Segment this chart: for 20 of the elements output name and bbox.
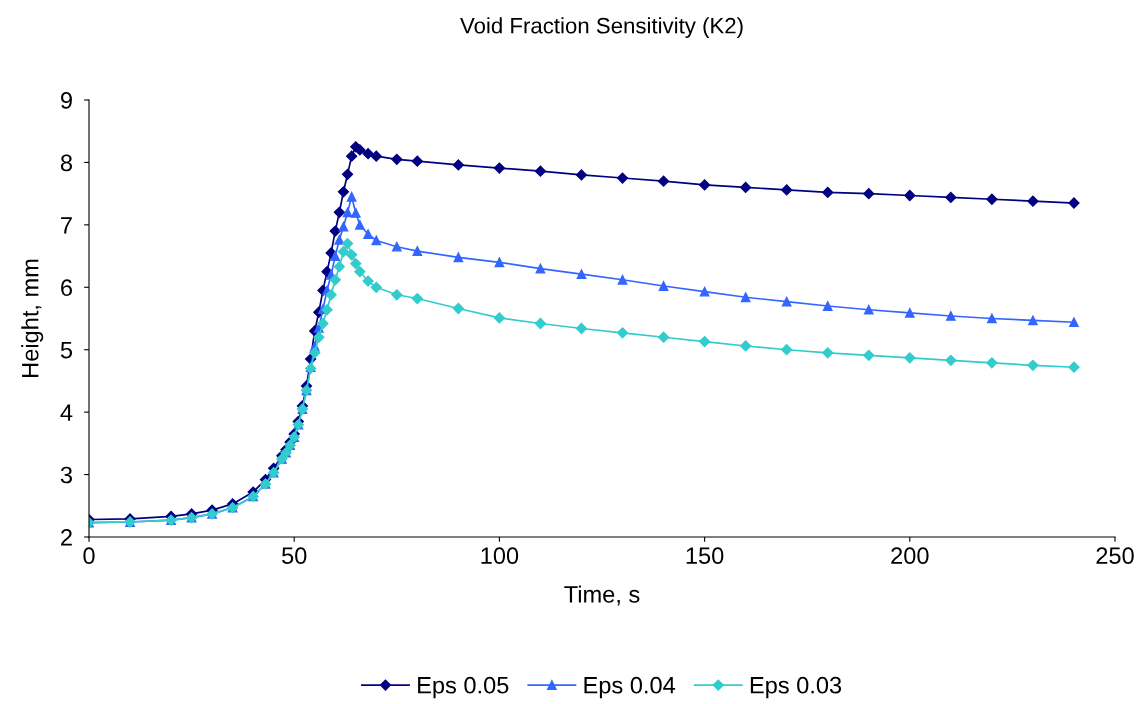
y-tick-label: 9 [61, 92, 72, 109]
y-tick-label: 3 [60, 466, 72, 484]
legend-label: Eps 0.03 [750, 676, 842, 699]
x-tick-label: 150 [686, 547, 724, 565]
x-tick-label: 0 [83, 547, 95, 565]
legend-label: Eps 0.05 [418, 676, 509, 699]
y-axis-title: Height, mm [21, 259, 44, 377]
y-tick-label: 5 [60, 342, 73, 359]
legend-label: Eps 0.04 [584, 676, 676, 699]
y-tick-label: 8 [60, 154, 72, 172]
x-axis-title: Time, s [564, 585, 640, 606]
x-tick-label: 200 [891, 547, 929, 565]
x-tick-label: 50 [282, 547, 307, 565]
chart-title: Void Fraction Sensitivity (K2) [460, 17, 743, 38]
y-tick-label: 7 [61, 217, 72, 234]
x-tick-label: 250 [1096, 547, 1134, 565]
y-tick-label: 2 [61, 529, 72, 546]
y-tick-label: 4 [60, 404, 73, 421]
x-tick-label: 100 [481, 547, 519, 565]
y-tick-label: 6 [61, 279, 72, 297]
